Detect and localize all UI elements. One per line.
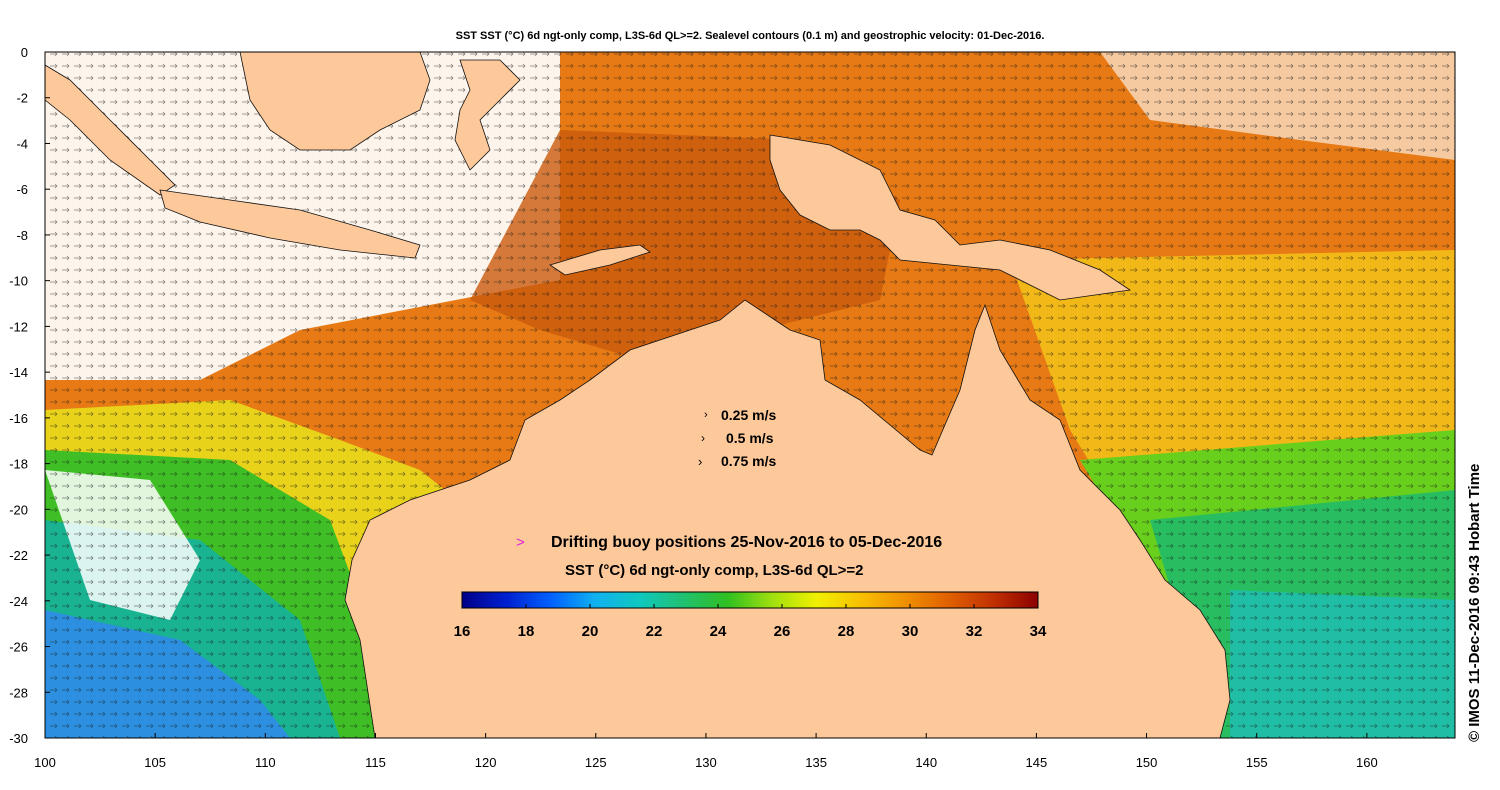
- lat-tick-label: -12: [9, 319, 28, 334]
- lat-tick-label: 0: [21, 45, 28, 60]
- lat-tick-label: -30: [9, 731, 28, 746]
- lat-tick-label: -24: [9, 594, 28, 609]
- lon-tick-label: 130: [695, 755, 717, 770]
- map-title: SST SST (°C) 6d ngt-only comp, L3S-6d QL…: [455, 30, 1045, 42]
- colorbar-title: SST (°C) 6d ngt-only comp, L3S-6d QL>=2: [565, 562, 864, 579]
- buoy-legend-label: Drifting buoy positions 25-Nov-2016 to 0…: [551, 534, 942, 551]
- velocity-arrow-small: ›: [704, 409, 708, 421]
- plot-frame: [44, 51, 1456, 739]
- velocity-arrow-medium: ›: [701, 431, 705, 445]
- lon-tick-label: 120: [475, 755, 497, 770]
- lat-tick-label: -28: [9, 685, 28, 700]
- land-new-guinea: [769, 134, 1132, 301]
- colorbar-tick-label: 20: [582, 623, 599, 640]
- lon-tick-label: 155: [1246, 755, 1268, 770]
- lat-tick-label: -22: [9, 548, 28, 563]
- colorbar-tick-label: 18: [518, 623, 535, 640]
- lon-tick-label: 150: [1136, 755, 1158, 770]
- velocity-legend-label-1: 0.25 m/s: [721, 407, 776, 423]
- lat-tick-label: -14: [9, 365, 28, 380]
- lon-tick-label: 115: [365, 755, 386, 770]
- colorbar-tick-label: 16: [454, 623, 471, 640]
- lat-tick-label: -16: [9, 411, 28, 426]
- buoy-marker-icon: >: [516, 534, 525, 551]
- velocity-legend: › 0.25 m/s › 0.5 m/s › 0.75 m/s: [698, 407, 776, 469]
- colorbar-tick-label: 24: [710, 623, 727, 640]
- lat-tick-label: -20: [9, 502, 28, 517]
- colorbar-tick-label: 26: [774, 623, 791, 640]
- colorbar-tick-label: 30: [902, 623, 919, 640]
- lon-tick-label: 160: [1356, 755, 1378, 770]
- lon-tick-label: 110: [255, 755, 276, 770]
- longitude-axis: 100 105 110 115 120 125 130 135 140 145 150 155 160: [34, 733, 1378, 770]
- lon-tick-label: 100: [34, 755, 56, 770]
- colorbar-tick-label: 32: [966, 623, 983, 640]
- colorbar-tick-label: 22: [646, 623, 663, 640]
- land-sulawesi: [454, 59, 521, 171]
- credit-text: © IMOS 11-Dec-2016 09:43 Hobart Time: [1466, 463, 1483, 742]
- lon-tick-label: 145: [1026, 755, 1048, 770]
- velocity-legend-label-2: 0.5 m/s: [726, 430, 774, 446]
- colorbar-tick-label: 34: [1030, 623, 1047, 640]
- lon-tick-label: 105: [144, 755, 166, 770]
- lat-tick-label: -4: [16, 136, 28, 151]
- lat-tick-label: -26: [9, 640, 28, 655]
- lat-tick-label: -8: [16, 228, 28, 243]
- land-java: [159, 189, 421, 259]
- colorbar-tick-label: 28: [838, 623, 855, 640]
- lat-tick-label: -10: [9, 274, 28, 289]
- lon-tick-label: 125: [585, 755, 607, 770]
- land-borneo: [239, 52, 431, 151]
- land-timor: [549, 244, 651, 276]
- colorbar: [461, 591, 1039, 609]
- lat-tick-label: -6: [16, 182, 28, 197]
- lat-tick-label: -2: [16, 91, 28, 106]
- land-sumatra: [45, 64, 176, 196]
- lon-tick-label: 135: [805, 755, 827, 770]
- lat-tick-label: -18: [9, 457, 28, 472]
- colorbar-ticks: 16 18 20 22 24 26 28 30 32 34: [454, 604, 1047, 640]
- land-australia: [344, 299, 1231, 738]
- velocity-arrow-large: ›: [698, 454, 702, 469]
- velocity-legend-label-3: 0.75 m/s: [721, 453, 776, 469]
- latitude-axis: 0 -2 -4 -6 -8 -10 -12 -14 -16 -18 -20 -22 -24 -26 -28 -…: [9, 45, 50, 746]
- lon-tick-label: 140: [915, 755, 937, 770]
- map-plot-area: [45, 52, 1455, 738]
